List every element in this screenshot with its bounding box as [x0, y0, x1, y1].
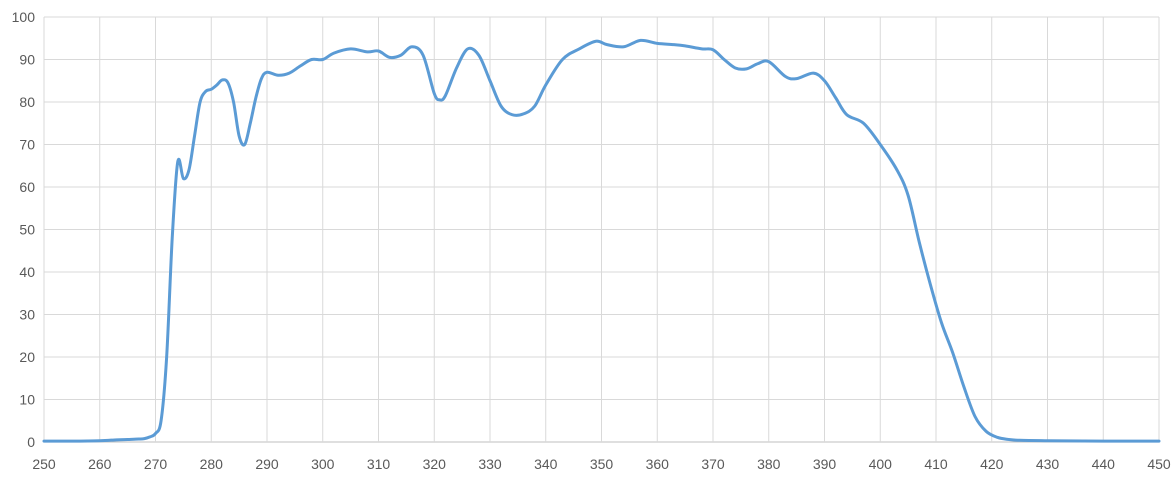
x-tick-label: 280 [200, 456, 224, 472]
x-tick-label: 310 [367, 456, 391, 472]
y-tick-label: 10 [19, 392, 35, 408]
grid-lines [43, 16, 1160, 443]
x-tick-label: 290 [255, 456, 279, 472]
x-tick-label: 350 [590, 456, 614, 472]
x-tick-label: 420 [980, 456, 1004, 472]
x-tick-label: 320 [423, 456, 447, 472]
series-line [42, 38, 1161, 443]
x-tick-label: 410 [924, 456, 948, 472]
x-tick-label: 380 [757, 456, 781, 472]
x-tick-label: 400 [869, 456, 893, 472]
x-tick-label: 360 [646, 456, 670, 472]
y-tick-label: 50 [19, 222, 35, 238]
x-tick-label: 260 [88, 456, 112, 472]
y-tick-label: 20 [19, 349, 35, 365]
y-axis-tick-labels: 0 10 20 30 40 50 60 70 80 90 100 [12, 9, 36, 450]
x-tick-label: 390 [813, 456, 837, 472]
y-tick-label: 100 [12, 9, 36, 25]
y-tick-label: 70 [19, 137, 35, 153]
x-tick-label: 370 [701, 456, 725, 472]
y-tick-label: 0 [27, 434, 35, 450]
x-axis-tick-labels: 250 260 270 280 290 300 310 320 330 340 350 360 370 3… [32, 456, 1171, 472]
x-tick-label: 250 [32, 456, 56, 472]
plot-area [42, 38, 1161, 443]
y-tick-label: 40 [19, 264, 35, 280]
x-tick-label: 300 [311, 456, 335, 472]
x-tick-label: 270 [144, 456, 168, 472]
y-tick-label: 90 [19, 52, 35, 68]
x-tick-label: 340 [534, 456, 558, 472]
x-tick-label: 330 [478, 456, 502, 472]
x-tick-label: 440 [1092, 456, 1116, 472]
y-tick-label: 30 [19, 307, 35, 323]
x-tick-label: 430 [1036, 456, 1060, 472]
x-tick-label: 450 [1147, 456, 1171, 472]
y-tick-label: 60 [19, 179, 35, 195]
y-tick-label: 80 [19, 94, 35, 110]
